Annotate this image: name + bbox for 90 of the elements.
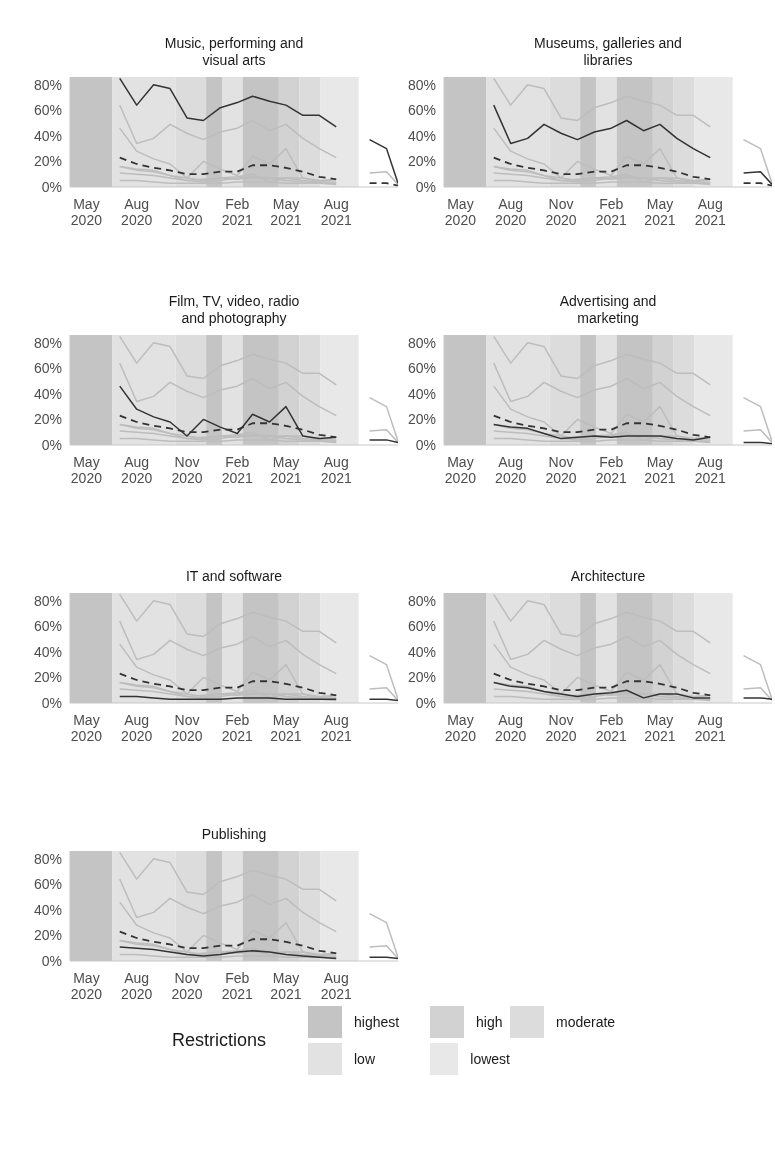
- y-tick-label: 0%: [41, 178, 62, 195]
- chart-title: IT and software: [184, 568, 284, 586]
- x-tick-label: Aug 2020: [495, 712, 527, 744]
- x-tick-label: Feb 2021: [221, 454, 254, 486]
- x-tick-label: Aug 2021: [320, 454, 353, 486]
- x-tick-label: May 2021: [644, 196, 676, 228]
- y-tick-label: 80%: [33, 76, 62, 93]
- x-tick-label: May 2020: [70, 454, 103, 486]
- x-tick-label: May 2021: [644, 712, 676, 744]
- x-tick-label: May 2020: [444, 454, 477, 486]
- x-tick-label: May 2020: [444, 196, 477, 228]
- y-tick-label: 40%: [407, 385, 436, 402]
- x-tick-label: Feb 2021: [595, 196, 628, 228]
- y-tick-label: 20%: [33, 669, 62, 686]
- x-tick-label: Feb 2021: [595, 454, 628, 486]
- y-tick-label: 20%: [33, 411, 62, 428]
- x-tick-label: Nov 2020: [545, 712, 577, 744]
- x-tick-label: May 2020: [70, 196, 103, 228]
- y-tick-label: 0%: [415, 694, 436, 711]
- chart-title: Film, TV, video, radio and photography: [167, 293, 301, 328]
- x-tick-label: Nov 2020: [171, 196, 203, 228]
- y-tick-label: 60%: [33, 876, 62, 893]
- y-tick-label: 80%: [33, 592, 62, 609]
- y-tick-label: 40%: [33, 901, 62, 918]
- x-tick-label: May 2021: [270, 970, 302, 1002]
- y-tick-label: 20%: [33, 927, 62, 944]
- x-tick-label: Feb 2021: [221, 970, 254, 1002]
- x-tick-label: Aug 2020: [121, 970, 153, 1002]
- x-tick-label: Nov 2020: [545, 454, 577, 486]
- chart-title: Publishing: [200, 826, 268, 844]
- x-tick-label: Aug 2021: [320, 970, 353, 1002]
- x-tick-label: Feb 2021: [595, 712, 628, 744]
- y-tick-label: 40%: [407, 127, 436, 144]
- x-tick-label: May 2021: [270, 712, 302, 744]
- y-tick-label: 0%: [41, 694, 62, 711]
- x-tick-label: Aug 2020: [121, 712, 153, 744]
- y-tick-label: 40%: [33, 643, 62, 660]
- chart-title: Museums, galleries and libraries: [533, 35, 683, 70]
- x-tick-label: Aug 2021: [694, 196, 727, 228]
- y-tick-label: 0%: [415, 436, 436, 453]
- x-tick-label: Aug 2021: [320, 712, 353, 744]
- y-tick-label: 60%: [407, 618, 436, 635]
- legend-label: lowest: [470, 1051, 510, 1067]
- legend-label: low: [354, 1051, 376, 1067]
- y-tick-label: 80%: [33, 334, 62, 351]
- chart-title: Music, performing and visual arts: [163, 35, 305, 70]
- x-tick-label: Aug 2020: [495, 196, 527, 228]
- x-tick-label: Nov 2020: [545, 196, 577, 228]
- x-tick-label: Feb 2021: [221, 712, 254, 744]
- x-tick-label: May 2021: [644, 454, 676, 486]
- y-tick-label: 20%: [33, 153, 62, 170]
- x-tick-label: Aug 2020: [121, 196, 153, 228]
- legend-title: Restrictions: [172, 1030, 268, 1051]
- y-tick-label: 0%: [41, 436, 62, 453]
- y-tick-label: 80%: [407, 76, 436, 93]
- x-tick-label: Aug 2021: [694, 454, 727, 486]
- y-tick-label: 80%: [407, 592, 436, 609]
- y-tick-label: 60%: [407, 360, 436, 377]
- x-tick-label: Aug 2021: [320, 196, 353, 228]
- x-tick-label: Aug 2021: [694, 712, 727, 744]
- y-tick-label: 20%: [407, 669, 436, 686]
- x-tick-label: May 2020: [70, 970, 103, 1002]
- chart-title: Architecture: [569, 568, 647, 586]
- y-tick-label: 80%: [407, 334, 436, 351]
- x-tick-label: May 2020: [70, 712, 103, 744]
- y-tick-label: 80%: [33, 850, 62, 867]
- x-tick-label: Feb 2021: [221, 196, 254, 228]
- x-tick-label: Nov 2020: [171, 970, 203, 1002]
- y-tick-label: 0%: [41, 952, 62, 969]
- x-tick-label: Nov 2020: [171, 454, 203, 486]
- y-tick-label: 20%: [407, 411, 436, 428]
- x-tick-label: Nov 2020: [171, 712, 203, 744]
- x-tick-label: May 2020: [444, 712, 477, 744]
- chart-title: Advertising and marketing: [558, 293, 658, 328]
- x-tick-label: May 2021: [270, 196, 302, 228]
- legend-label: highest: [354, 1014, 400, 1030]
- y-tick-label: 40%: [407, 643, 436, 660]
- y-tick-label: 40%: [33, 385, 62, 402]
- y-tick-label: 0%: [415, 178, 436, 195]
- x-tick-label: Aug 2020: [121, 454, 153, 486]
- y-tick-label: 60%: [33, 618, 62, 635]
- y-tick-label: 60%: [33, 360, 62, 377]
- y-tick-label: 20%: [407, 153, 436, 170]
- x-tick-label: Aug 2020: [495, 454, 527, 486]
- x-tick-label: May 2021: [270, 454, 302, 486]
- y-tick-label: 40%: [33, 127, 62, 144]
- legend-label: moderate: [556, 1014, 616, 1030]
- y-tick-label: 60%: [33, 102, 62, 119]
- y-tick-label: 60%: [407, 102, 436, 119]
- legend-label: high: [476, 1014, 503, 1030]
